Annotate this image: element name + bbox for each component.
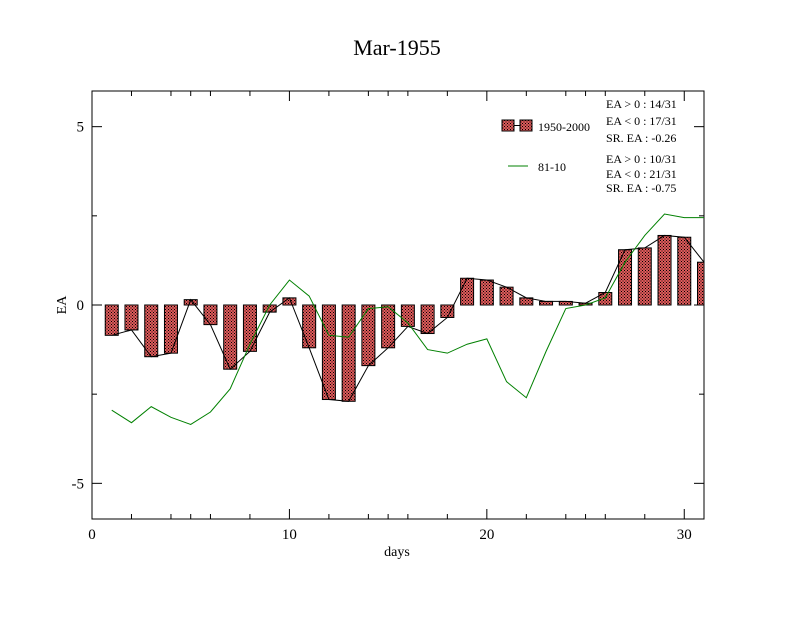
bar-day-30 xyxy=(677,236,692,306)
x-tick-label-10: 10 xyxy=(282,527,297,543)
bar-day-13 xyxy=(341,304,356,402)
bar-day-29 xyxy=(657,234,672,306)
bar-day-23 xyxy=(539,300,554,306)
bar-day-1 xyxy=(104,304,119,336)
y-tick-label-0: 0 xyxy=(77,298,85,314)
bar-day-26 xyxy=(598,292,613,306)
bar-day-28 xyxy=(637,247,652,306)
legend-swatch-1950-2000-right xyxy=(519,119,533,132)
legend-label-1950-2000: 1950-2000 xyxy=(538,120,590,134)
legend-stat-sr-81-10: SR. EA : -0.75 xyxy=(606,181,676,195)
legend-swatch-1950-2000-left xyxy=(501,119,515,132)
lines-layer xyxy=(111,213,705,426)
legend-stat-ea-pos-1950-2000: EA > 0 : 14/31 xyxy=(606,97,677,111)
bar-day-6 xyxy=(203,304,218,326)
legend-stat-ea-neg-1950-2000: EA < 0 : 17/31 xyxy=(606,114,677,128)
bar-day-12 xyxy=(321,304,336,401)
legend: 1950-2000 EA > 0 : 14/31 EA < 0 : 17/31 … xyxy=(501,97,677,195)
series-line-1950-2000 xyxy=(111,234,705,402)
x-tick-label-0: 0 xyxy=(88,527,96,543)
x-tick-label-30: 30 xyxy=(677,527,692,543)
bar-day-3 xyxy=(144,304,159,358)
bar-day-31 xyxy=(697,261,705,306)
axes-layer: 0 10 20 30 -5 0 5 xyxy=(72,91,704,543)
legend-stat-sr-1950-2000: SR. EA : -0.26 xyxy=(606,131,676,145)
x-axis-label: days xyxy=(384,545,410,560)
bar-day-14 xyxy=(361,304,376,367)
legend-label-81-10: 81-10 xyxy=(538,160,566,174)
legend-stat-ea-pos-81-10: EA > 0 : 10/31 xyxy=(606,152,677,166)
bar-day-27 xyxy=(618,249,633,306)
x-tick-label-20: 20 xyxy=(479,527,494,543)
bar-day-11 xyxy=(302,304,317,349)
y-tick-label--5: -5 xyxy=(72,476,85,492)
bar-day-20 xyxy=(479,279,494,306)
chart-title: Mar-1955 xyxy=(353,35,441,60)
bar-day-2 xyxy=(124,304,139,331)
y-axis-label: EA xyxy=(55,295,70,315)
bar-day-15 xyxy=(381,304,396,349)
bars-layer xyxy=(104,234,705,402)
y-tick-label-5: 5 xyxy=(77,120,85,136)
bar-day-18 xyxy=(440,304,455,318)
legend-stat-ea-neg-81-10: EA < 0 : 21/31 xyxy=(606,167,677,181)
series-line-81-10 xyxy=(111,213,704,426)
bar-day-4 xyxy=(163,304,178,354)
bar-day-19 xyxy=(460,277,475,306)
